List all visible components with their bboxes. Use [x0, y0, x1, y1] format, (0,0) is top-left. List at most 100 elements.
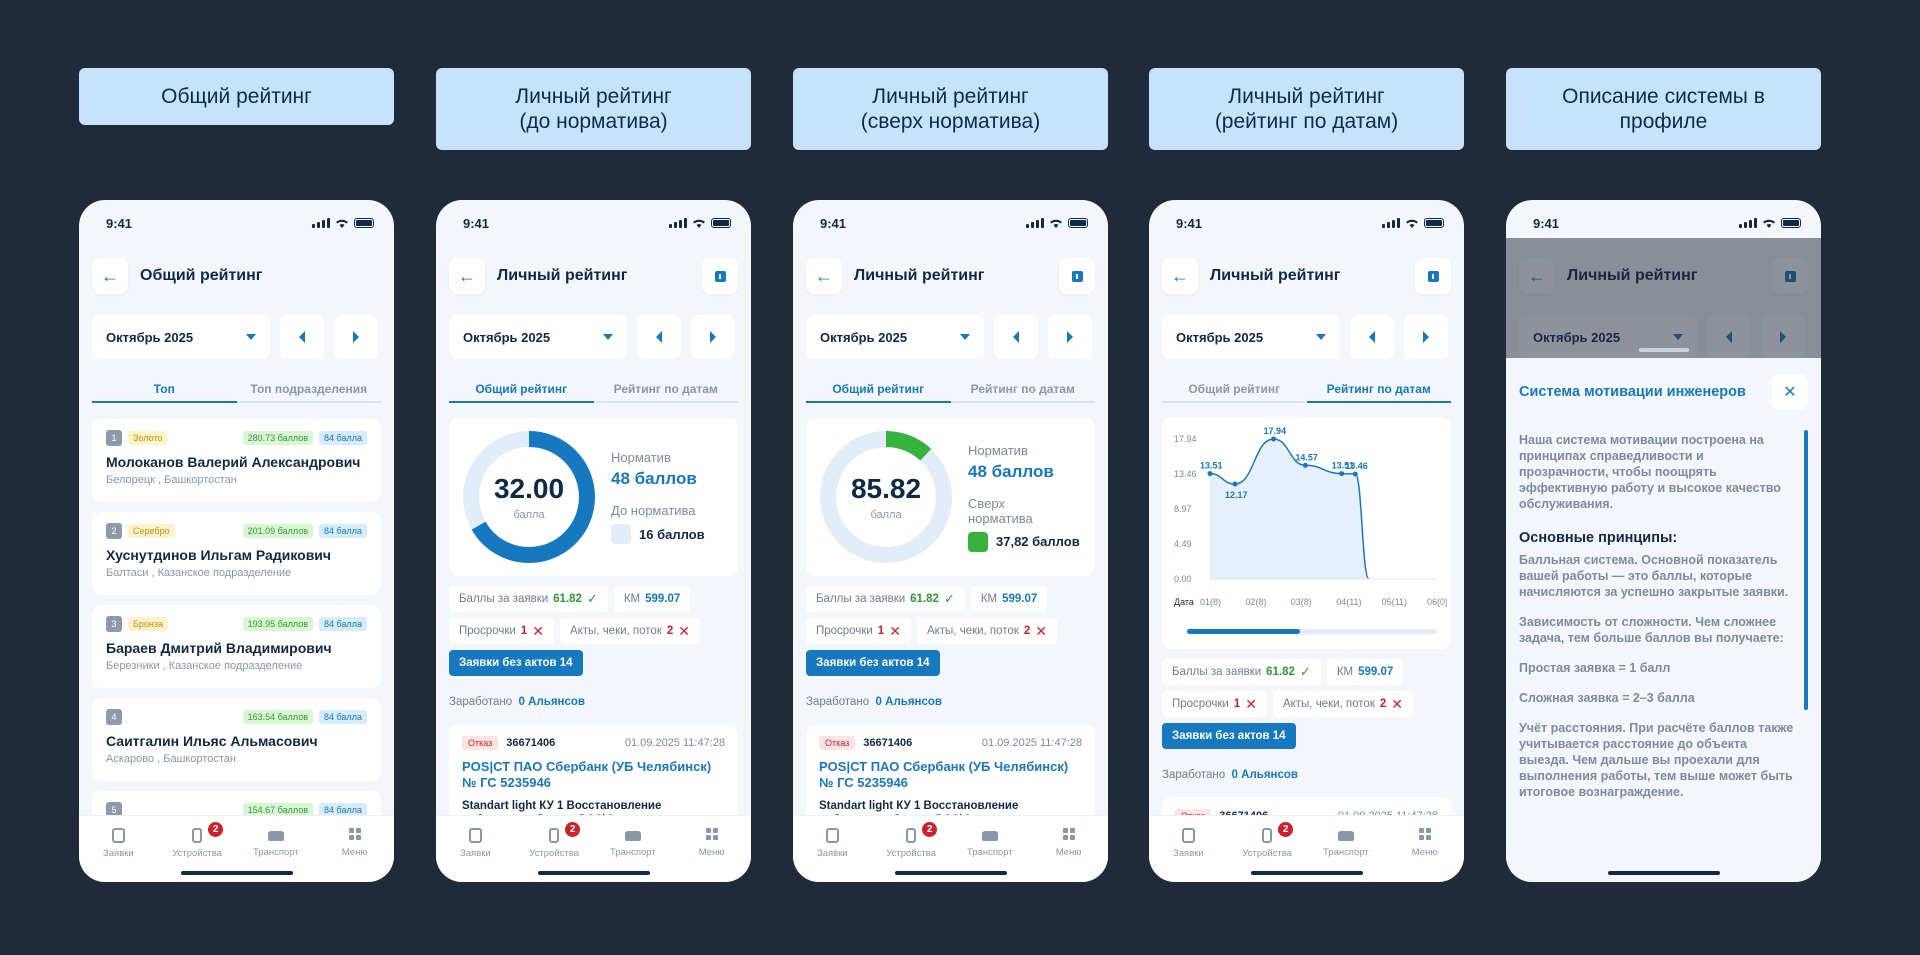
rating-chart[interactable]: 17.94 13.46 8.97 4.49 0.00 Дата 01(8) 02(8) 03(8… — [1162, 417, 1451, 649]
rating-item[interactable]: 1 Золото 280.73 баллов 84 балла Молоканов В… — [92, 419, 381, 502]
caption-profile-description: Описание системы в профиле — [1506, 68, 1821, 150]
month-select[interactable]: Октябрь 2025 — [806, 315, 984, 359]
next-month-button[interactable] — [334, 315, 378, 359]
tab-devices[interactable]: Устройства 2 — [524, 820, 584, 882]
back-button[interactable]: ← — [92, 258, 128, 294]
prev-month-button[interactable] — [637, 315, 681, 359]
battery-icon — [1424, 218, 1444, 228]
tab-devices[interactable]: Устройства 2 — [1237, 820, 1297, 882]
info-icon — [1071, 270, 1083, 282]
car-icon — [624, 831, 641, 841]
tab-rating-by-dates[interactable]: Рейтинг по датам — [1306, 376, 1451, 403]
bottom-tab-bar: Заявки Устройства 2 Транспорт Меню — [793, 815, 1108, 882]
data-point — [1339, 471, 1345, 477]
tab-devices[interactable]: Устройства 2 — [881, 820, 941, 882]
sheet-scrollbar[interactable] — [1804, 430, 1808, 710]
back-button[interactable]: ← — [1162, 258, 1198, 294]
tab-transport[interactable]: Транспорт — [1316, 828, 1376, 882]
prev-month-button[interactable] — [280, 315, 324, 359]
tab-top-division[interactable]: Топ подразделения — [250, 382, 368, 396]
tab-orders[interactable]: Заявки — [802, 828, 862, 882]
orders-without-acts-button[interactable]: Заявки без актов 14 — [1162, 723, 1296, 749]
close-button[interactable]: ✕ — [1772, 374, 1808, 410]
rating-item[interactable]: 3 Бронза 193.95 баллов 84 балла Бараев Дмит… — [92, 605, 381, 688]
tab-rating-by-dates[interactable]: Рейтинг по датам — [970, 382, 1075, 396]
tab-orders[interactable]: Заявки — [88, 828, 148, 882]
caption-personal-above: Личный рейтинг (сверх норматива) — [793, 68, 1108, 150]
notification-badge: 2 — [1276, 820, 1296, 839]
orders-without-acts-button[interactable]: Заявки без актов 14 — [449, 650, 583, 676]
phone-profile-description: 9:41 ← Личный рейтинг Октябрь 2025 Систе… — [1506, 200, 1821, 882]
battery-icon — [354, 218, 374, 228]
tab-top[interactable]: Топ — [92, 376, 237, 403]
chevron-down-icon — [960, 334, 970, 340]
home-indicator — [894, 871, 1007, 875]
car-icon — [981, 831, 998, 841]
month-select[interactable]: Октябрь 2025 — [449, 315, 627, 359]
earned-row: Заработано 0 Альянсов — [1162, 769, 1298, 781]
rating-item[interactable]: 2 Серебро 201.09 баллов 84 балла Хуснутдино… — [92, 512, 381, 595]
phone-personal-before: 9:41 ← Личный рейтинг Октябрь 2025 Общий… — [436, 200, 751, 882]
device-icon — [192, 828, 203, 843]
home-indicator — [1607, 871, 1720, 875]
back-button[interactable]: ← — [806, 258, 842, 294]
grid-icon — [1418, 828, 1431, 840]
chip-overdue: Просрочки 1 ✕ — [1162, 691, 1267, 717]
rating-item[interactable]: 4 163.54 баллов 84 балла Саитгалин Ильяс А… — [92, 698, 381, 781]
tab-menu[interactable]: Меню — [682, 828, 742, 882]
next-month-button[interactable] — [691, 315, 735, 359]
chart-scrollbar[interactable] — [1187, 629, 1437, 634]
modal-backdrop[interactable] — [1506, 238, 1821, 358]
caret-right-icon — [1067, 331, 1073, 343]
back-button[interactable]: ← — [449, 258, 485, 294]
prev-month-button[interactable] — [994, 315, 1038, 359]
notification-badge: 2 — [206, 820, 226, 839]
phone-general-rating: 9:41 ← Общий рейтинг Октябрь 2025 Топ То… — [79, 200, 394, 882]
tab-devices[interactable]: Устройства 2 — [167, 820, 227, 882]
info-button[interactable] — [702, 258, 738, 294]
chip-acts: Акты, чеки, поток 2 ✕ — [916, 618, 1057, 644]
caption-general-rating: Общий рейтинг — [79, 68, 394, 125]
data-point — [1352, 471, 1358, 477]
month-select[interactable]: Октябрь 2025 — [92, 315, 270, 359]
tab-transport[interactable]: Транспорт — [246, 828, 306, 882]
prev-month-button[interactable] — [1350, 315, 1394, 359]
caret-left-icon — [299, 331, 305, 343]
status-bar: 9:41 — [793, 200, 1108, 246]
tab-menu[interactable]: Меню — [1395, 828, 1455, 882]
signal-icon — [1026, 218, 1044, 228]
tab-rating-by-dates[interactable]: Рейтинг по датам — [613, 382, 718, 396]
tab-general-rating[interactable]: Общий рейтинг — [449, 376, 594, 403]
medal-badge: Бронза — [128, 617, 169, 631]
medal-badge: Серебро — [128, 524, 175, 538]
caret-right-icon — [353, 331, 359, 343]
wifi-icon — [336, 219, 348, 228]
tab-general-rating[interactable]: Общий рейтинг — [1188, 382, 1281, 396]
tab-orders[interactable]: Заявки — [1158, 828, 1218, 882]
status-time: 9:41 — [820, 215, 847, 231]
info-icon — [714, 270, 726, 282]
x-tick-label: 03(8) — [1291, 597, 1312, 607]
info-button[interactable] — [1415, 258, 1451, 294]
tab-menu[interactable]: Меню — [1039, 828, 1099, 882]
sheet-drag-handle[interactable] — [1638, 348, 1689, 352]
signal-icon — [1382, 218, 1400, 228]
tab-menu[interactable]: Меню — [325, 828, 385, 882]
tab-transport[interactable]: Транспорт — [960, 828, 1020, 882]
wifi-icon — [693, 219, 705, 228]
month-select[interactable]: Октябрь 2025 — [1162, 315, 1340, 359]
y-tick-label: 0.00 — [1174, 574, 1192, 584]
cross-icon: ✕ — [678, 622, 690, 639]
tab-orders[interactable]: Заявки — [445, 828, 505, 882]
tab-general-rating[interactable]: Общий рейтинг — [806, 376, 951, 403]
tab-transport[interactable]: Транспорт — [603, 828, 663, 882]
above-swatch — [968, 531, 988, 552]
next-month-button[interactable] — [1404, 315, 1448, 359]
orders-without-acts-button[interactable]: Заявки без актов 14 — [806, 650, 940, 676]
cross-icon: ✕ — [1245, 695, 1257, 712]
sheet-body: Наша система мотивации построена на прин… — [1519, 433, 1794, 799]
y-tick-label: 8.97 — [1174, 504, 1192, 514]
next-month-button[interactable] — [1048, 315, 1092, 359]
info-button[interactable] — [1059, 258, 1095, 294]
bottom-tab-bar: Заявки Устройства 2 Транспорт Меню — [1149, 815, 1464, 882]
